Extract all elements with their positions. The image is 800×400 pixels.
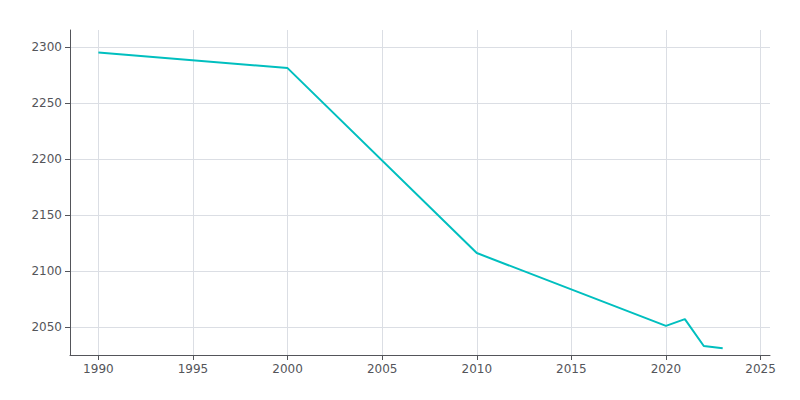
- svg-text:2300: 2300: [31, 40, 62, 54]
- svg-text:2020: 2020: [651, 362, 682, 376]
- svg-text:2200: 2200: [31, 152, 62, 166]
- svg-text:2010: 2010: [461, 362, 492, 376]
- svg-text:2025: 2025: [745, 362, 776, 376]
- svg-text:2000: 2000: [272, 362, 303, 376]
- svg-text:2015: 2015: [556, 362, 587, 376]
- svg-text:1995: 1995: [178, 362, 209, 376]
- svg-text:2005: 2005: [367, 362, 398, 376]
- svg-text:2250: 2250: [31, 96, 62, 110]
- svg-text:2100: 2100: [31, 264, 62, 278]
- svg-text:2050: 2050: [31, 320, 62, 334]
- svg-text:2150: 2150: [31, 208, 62, 222]
- svg-text:1990: 1990: [83, 362, 114, 376]
